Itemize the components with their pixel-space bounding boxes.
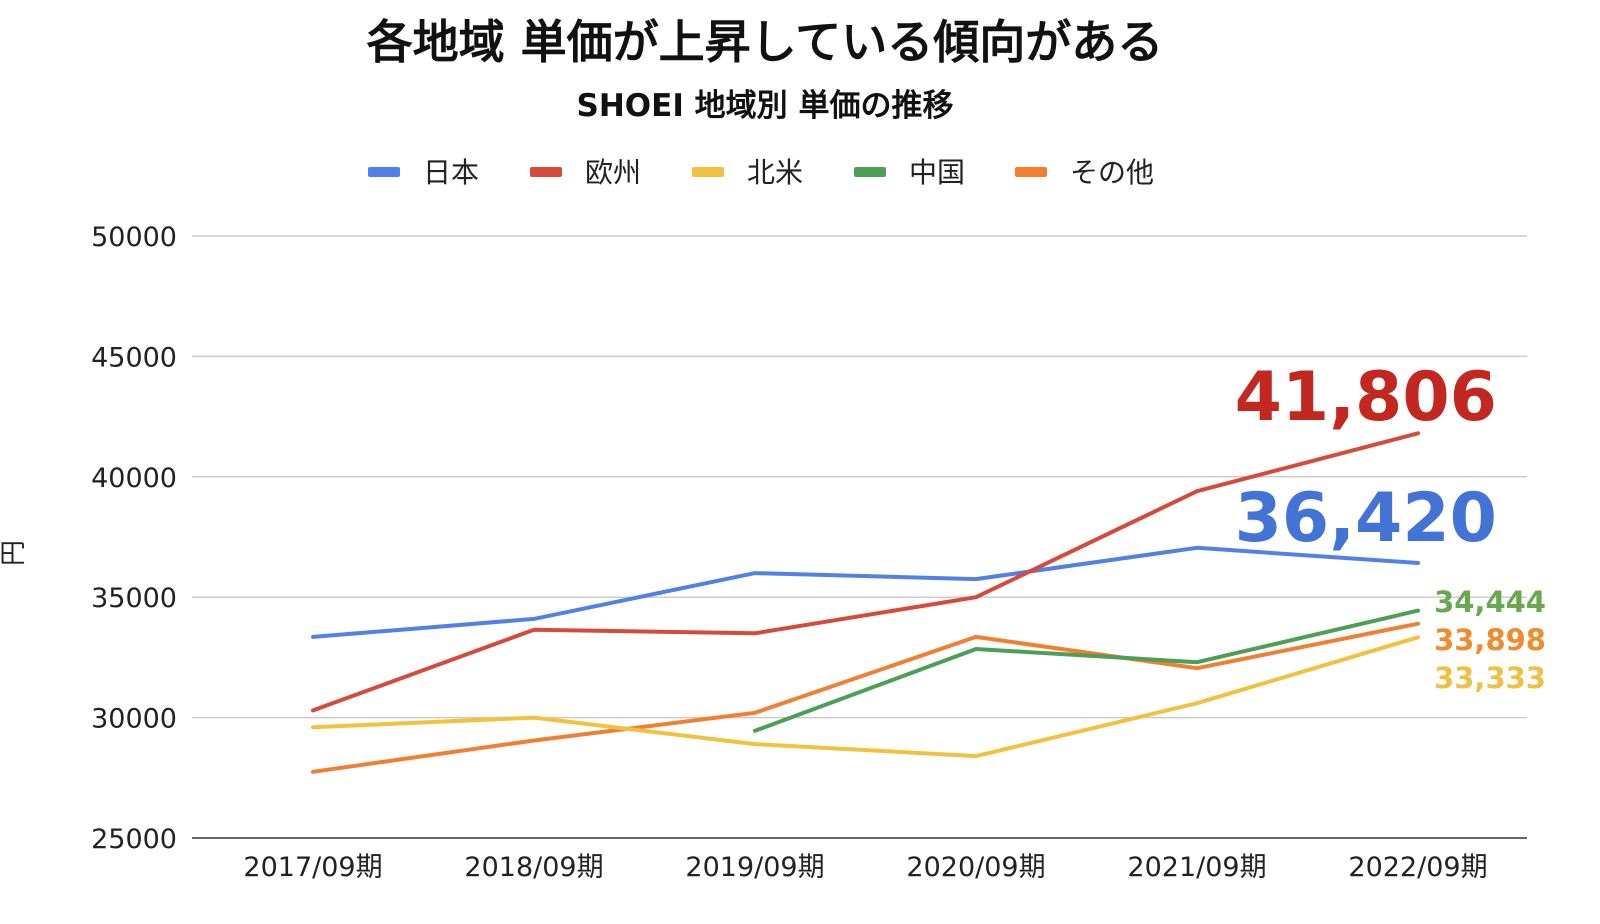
legend-swatch (692, 167, 724, 177)
series-lines (311, 431, 1420, 774)
y-tick-label-40000: 40000 (91, 463, 177, 494)
y-tick-label-45000: 45000 (91, 342, 177, 373)
y-tick-label-30000: 30000 (91, 704, 177, 735)
series-line-2 (311, 431, 1420, 713)
x-tick-label-2022-09期: 2022/09期 (1348, 852, 1487, 883)
series-line-5 (311, 621, 1420, 774)
data-label-5: 33,333 (1434, 661, 1546, 695)
x-tick-label-2018-09期: 2018/09期 (464, 852, 603, 883)
y-tick-label-35000: 35000 (91, 583, 177, 614)
legend-item-1: 日本 (368, 156, 479, 189)
legend-swatch (1015, 167, 1047, 177)
series-line-3 (311, 635, 1420, 759)
chart-legend: 日本 欧州 北米 中国 その他 (368, 156, 1154, 189)
y-tick-label-25000: 25000 (91, 824, 177, 855)
series-line-1 (311, 545, 1420, 639)
x-tick-label-2020-09期: 2020/09期 (906, 852, 1045, 883)
legend-swatch (854, 167, 886, 177)
chart-title: 各地域 単価が上昇している傾向がある (367, 15, 1164, 69)
data-label-1: 41,806 (1235, 358, 1497, 437)
legend-label: その他 (1070, 156, 1154, 189)
y-axis-label: 円 (0, 540, 29, 566)
data-label-2: 36,420 (1235, 479, 1497, 558)
legend-item-4: 中国 (854, 156, 965, 189)
legend-label: 欧州 (585, 156, 641, 189)
legend-label: 北米 (747, 156, 803, 189)
data-label-4: 33,898 (1434, 623, 1546, 657)
legend-item-5: その他 (1015, 156, 1154, 189)
legend-item-2: 欧州 (530, 156, 641, 189)
chart-subtitle: SHOEI 地域別 単価の推移 (577, 88, 954, 124)
legend-label: 日本 (423, 156, 479, 189)
legend-swatch (530, 167, 562, 177)
y-axis: 25000 30000 35000 40000 45000 50000 (91, 222, 177, 855)
x-tick-label-2021-09期: 2021/09期 (1127, 852, 1266, 883)
y-tick-label-50000: 50000 (91, 222, 177, 253)
x-tick-label-2017-09期: 2017/09期 (243, 852, 382, 883)
series-line-4 (753, 608, 1420, 733)
legend-label: 中国 (909, 156, 965, 189)
x-axis: 2017/09期 2018/09期 2019/09期 2020/09期 2021/09期… (243, 852, 1487, 883)
grid-lines (192, 235, 1527, 839)
data-annotations: 41,806 36,420 34,444 33,898 33,333 (1235, 358, 1546, 695)
legend-item-3: 北米 (692, 156, 803, 189)
data-label-3: 34,444 (1434, 585, 1546, 619)
legend-swatch (368, 167, 400, 177)
x-tick-label-2019-09期: 2019/09期 (685, 852, 824, 883)
